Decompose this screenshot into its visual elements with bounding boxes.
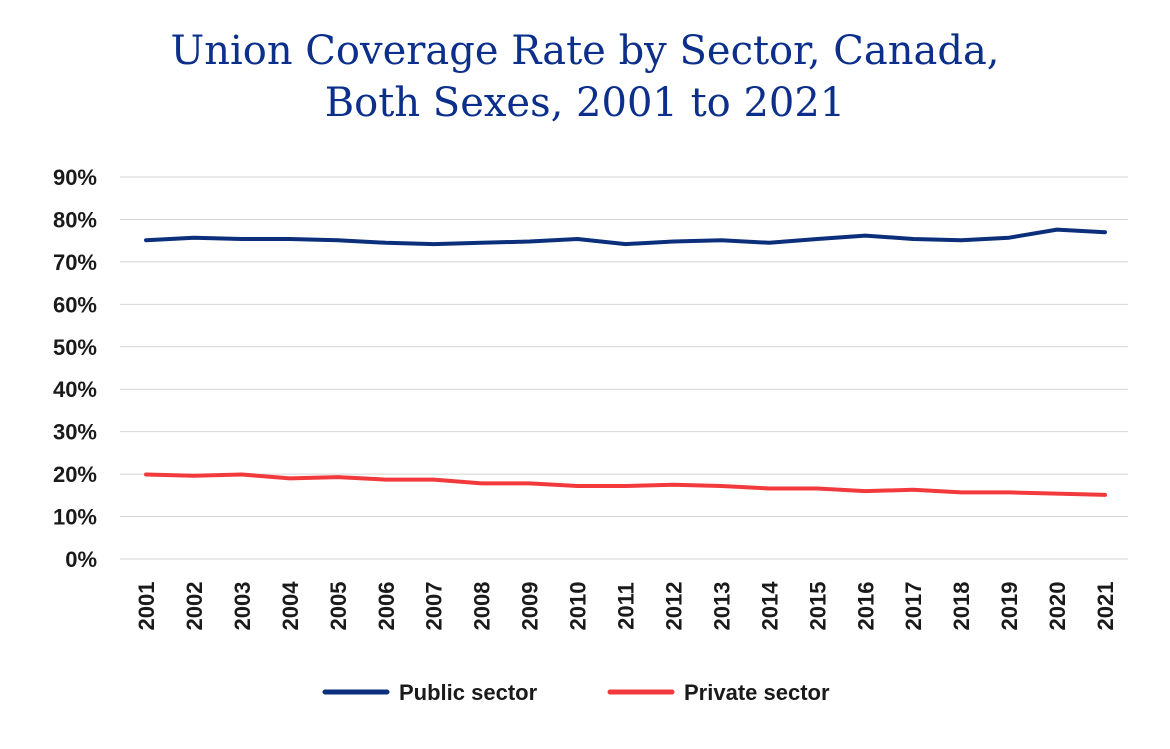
x-tick-label: 2010 (566, 582, 591, 631)
x-tick-label: 2012 (661, 582, 686, 631)
chart-title-line-2: Both Sexes, 2001 to 2021 (324, 80, 846, 126)
x-tick-label: 2007 (422, 582, 447, 631)
x-axis-ticks: 2001 2002 2003 2004 2005 2006 2007 2008 2009 2010… (134, 581, 1118, 631)
series-line-public-sector (144, 227, 1107, 247)
x-tick-label: 2006 (374, 582, 399, 631)
chart-title-line-1: Union Coverage Rate by Sector, Canada, (170, 28, 1000, 74)
y-tick-label: 30% (53, 420, 97, 445)
y-tick-label: 10% (53, 505, 97, 530)
y-tick-label: 80% (53, 207, 97, 232)
legend: Public sector Private sector (322, 680, 830, 705)
x-tick-label: 2001 (134, 582, 159, 631)
y-tick-label: 0% (65, 547, 97, 572)
y-tick-label: 60% (53, 292, 97, 317)
x-tick-label: 2004 (278, 581, 303, 631)
x-tick-label: 2018 (949, 582, 974, 631)
x-tick-label: 2008 (470, 582, 495, 631)
x-tick-label: 2013 (709, 582, 734, 631)
y-axis-ticks: 0% 10% 20% 30% 40% 50% 60% 70% 80% 90% (53, 165, 97, 572)
legend-item: Public sector (322, 680, 538, 705)
y-tick-label: 50% (53, 335, 97, 360)
x-tick-label: 2009 (518, 582, 543, 631)
legend-label: Public sector (399, 680, 538, 705)
y-tick-label: 70% (53, 250, 97, 275)
x-tick-label: 2015 (805, 582, 830, 631)
legend-item: Private sector (607, 680, 830, 705)
x-tick-label: 2021 (1093, 582, 1118, 631)
grid-lines (120, 176, 1128, 560)
x-tick-label: 2020 (1045, 582, 1070, 631)
x-tick-label: 2017 (901, 582, 926, 631)
x-tick-label: 2011 (614, 582, 639, 630)
x-tick-label: 2016 (853, 582, 878, 631)
x-tick-label: 2019 (997, 582, 1022, 631)
x-tick-label: 2002 (182, 582, 207, 631)
x-tick-label: 2005 (326, 582, 351, 631)
series-line-private-sector (144, 472, 1107, 497)
x-tick-label: 2003 (230, 582, 255, 631)
legend-label: Private sector (684, 680, 830, 705)
x-tick-label: 2014 (757, 581, 782, 631)
y-tick-label: 90% (53, 165, 97, 190)
series-lines (144, 227, 1107, 497)
y-tick-label: 40% (53, 377, 97, 402)
y-tick-label: 20% (53, 462, 97, 487)
